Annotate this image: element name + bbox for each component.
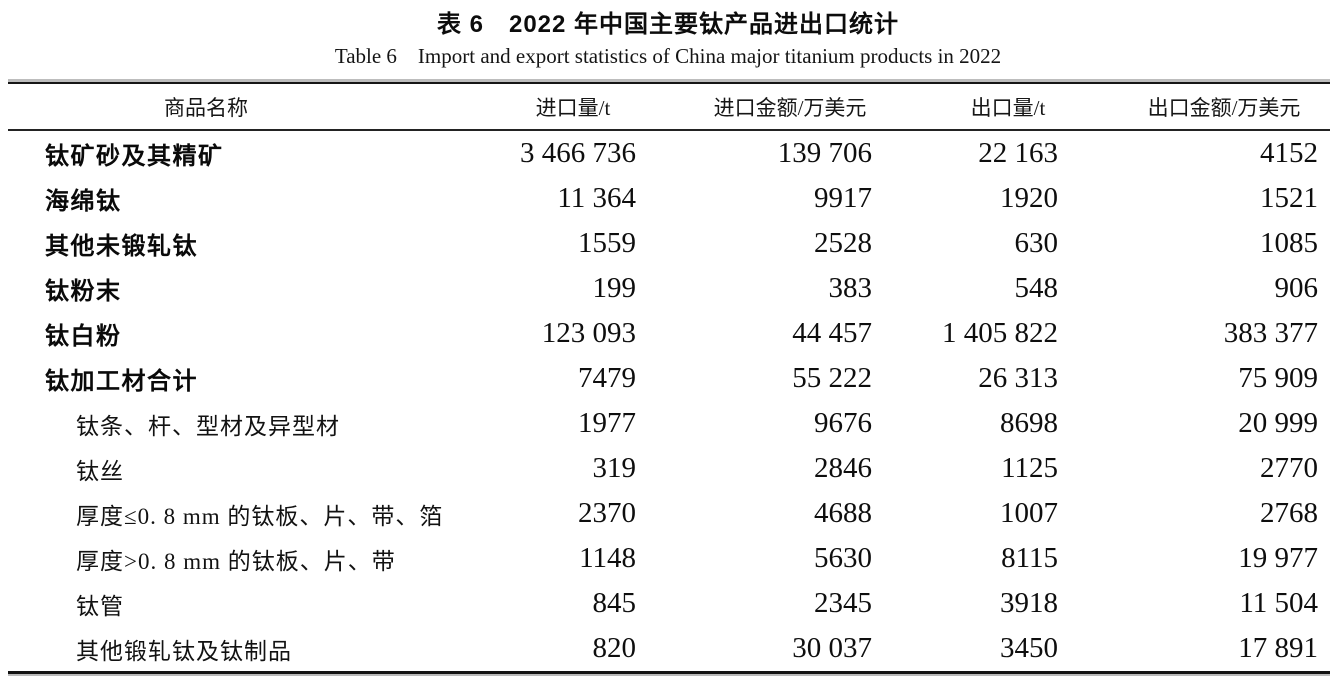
table-row: 其他锻轧钛及钛制品 820 30 037 3450 17 891 [8, 626, 1330, 673]
value-cell: 30 037 [792, 632, 872, 664]
column-header-export-quantity: 出口量/t [880, 83, 1070, 131]
product-name-cell: 钛粉末 [45, 278, 122, 305]
table-row: 钛加工材合计 7479 55 222 26 313 75 909 [8, 356, 1330, 401]
product-name-cell: 钛条、杆、型材及异型材 [76, 413, 340, 439]
value-cell: 2846 [814, 452, 872, 484]
product-name-cell: 厚度≤0. 8 mm 的钛板、片、带、箔 [76, 503, 444, 529]
table-caption-chinese: 表 6 2022 年中国主要钛产品进出口统计 [436, 11, 900, 38]
table-row: 其他未锻轧钛 1559 2528 630 1085 [8, 221, 1330, 266]
table-row: 钛白粉 123 093 44 457 1 405 822 383 377 [8, 311, 1330, 356]
value-cell: 75 909 [1238, 362, 1318, 394]
column-header-product-name: 商品名称 [8, 83, 460, 131]
value-cell: 383 377 [1223, 317, 1318, 349]
table-row: 厚度≤0. 8 mm 的钛板、片、带、箔 2370 4688 1007 2768 [8, 491, 1330, 536]
value-cell: 19 977 [1238, 542, 1318, 574]
product-name-cell: 钛矿砂及其精矿 [45, 143, 224, 170]
import-export-statistics-table: 商品名称 进口量/t 进口金额/万美元 出口量/t 出口金额/万美元 钛矿砂及其… [8, 82, 1330, 674]
value-cell: 2768 [1260, 497, 1318, 529]
product-name-cell: 厚度>0. 8 mm 的钛板、片、带 [76, 548, 396, 574]
value-cell: 1007 [1000, 497, 1058, 529]
value-cell: 7479 [578, 362, 636, 394]
value-cell: 2345 [814, 587, 872, 619]
value-cell: 906 [1274, 272, 1319, 304]
value-cell: 1 405 822 [942, 317, 1058, 349]
value-cell: 1148 [579, 542, 636, 574]
product-name-cell: 钛白粉 [45, 323, 122, 350]
value-cell: 55 222 [792, 362, 872, 394]
product-name-cell: 其他未锻轧钛 [45, 233, 198, 260]
table-body: 钛矿砂及其精矿 3 466 736 139 706 22 163 4152 海绵钛 11 3… [8, 130, 1330, 673]
column-header-import-quantity: 进口量/t [460, 83, 650, 131]
product-name-cell: 其他锻轧钛及钛制品 [76, 638, 292, 664]
value-cell: 383 [828, 272, 873, 304]
value-cell: 5630 [814, 542, 872, 574]
value-cell: 8698 [1000, 407, 1058, 439]
value-cell: 17 891 [1238, 632, 1318, 664]
table-row: 钛管 845 2345 3918 11 504 [8, 581, 1330, 626]
table-row: 钛矿砂及其精矿 3 466 736 139 706 22 163 4152 [8, 130, 1330, 176]
value-cell: 26 313 [978, 362, 1058, 394]
value-cell: 11 364 [557, 182, 636, 214]
value-cell: 22 163 [978, 137, 1058, 169]
value-cell: 548 [1014, 272, 1059, 304]
value-cell: 11 504 [1239, 587, 1318, 619]
value-cell: 8115 [1001, 542, 1058, 574]
value-cell: 20 999 [1238, 407, 1318, 439]
value-cell: 3 466 736 [520, 137, 636, 169]
value-cell: 630 [1014, 227, 1059, 259]
value-cell: 319 [592, 452, 637, 484]
value-cell: 1920 [1000, 182, 1058, 214]
product-name-cell: 钛丝 [76, 458, 124, 484]
table-row: 厚度>0. 8 mm 的钛板、片、带 1148 5630 8115 19 977 [8, 536, 1330, 581]
header-row: 商品名称 进口量/t 进口金额/万美元 出口量/t 出口金额/万美元 [8, 83, 1330, 131]
value-cell: 820 [592, 632, 637, 664]
column-header-export-value: 出口金额/万美元 [1070, 83, 1330, 131]
column-header-import-value: 进口金额/万美元 [650, 83, 880, 131]
product-name-cell: 钛管 [76, 593, 124, 619]
value-cell: 3918 [1000, 587, 1058, 619]
table-caption-english: Table 6 Import and export statistics of … [334, 44, 1002, 68]
value-cell: 2770 [1260, 452, 1318, 484]
table-row: 钛丝 319 2846 1125 2770 [8, 446, 1330, 491]
value-cell: 44 457 [792, 317, 872, 349]
value-cell: 1085 [1260, 227, 1318, 259]
value-cell: 199 [592, 272, 637, 304]
value-cell: 1559 [578, 227, 636, 259]
value-cell: 4688 [814, 497, 872, 529]
product-name-cell: 钛加工材合计 [45, 368, 198, 395]
value-cell: 123 093 [541, 317, 636, 349]
value-cell: 1125 [1001, 452, 1058, 484]
value-cell: 3450 [1000, 632, 1058, 664]
value-cell: 139 706 [777, 137, 872, 169]
table-row: 钛条、杆、型材及异型材 1977 9676 8698 20 999 [8, 401, 1330, 446]
table-row: 钛粉末 199 383 548 906 [8, 266, 1330, 311]
value-cell: 2370 [578, 497, 636, 529]
value-cell: 9676 [814, 407, 872, 439]
table-row: 海绵钛 11 364 9917 1920 1521 [8, 176, 1330, 221]
product-name-cell: 海绵钛 [45, 188, 122, 215]
value-cell: 4152 [1260, 137, 1318, 169]
value-cell: 845 [592, 587, 637, 619]
value-cell: 1521 [1260, 182, 1318, 214]
value-cell: 2528 [814, 227, 872, 259]
value-cell: 1977 [578, 407, 636, 439]
value-cell: 9917 [814, 182, 872, 214]
table-header: 商品名称 进口量/t 进口金额/万美元 出口量/t 出口金额/万美元 [8, 83, 1330, 131]
